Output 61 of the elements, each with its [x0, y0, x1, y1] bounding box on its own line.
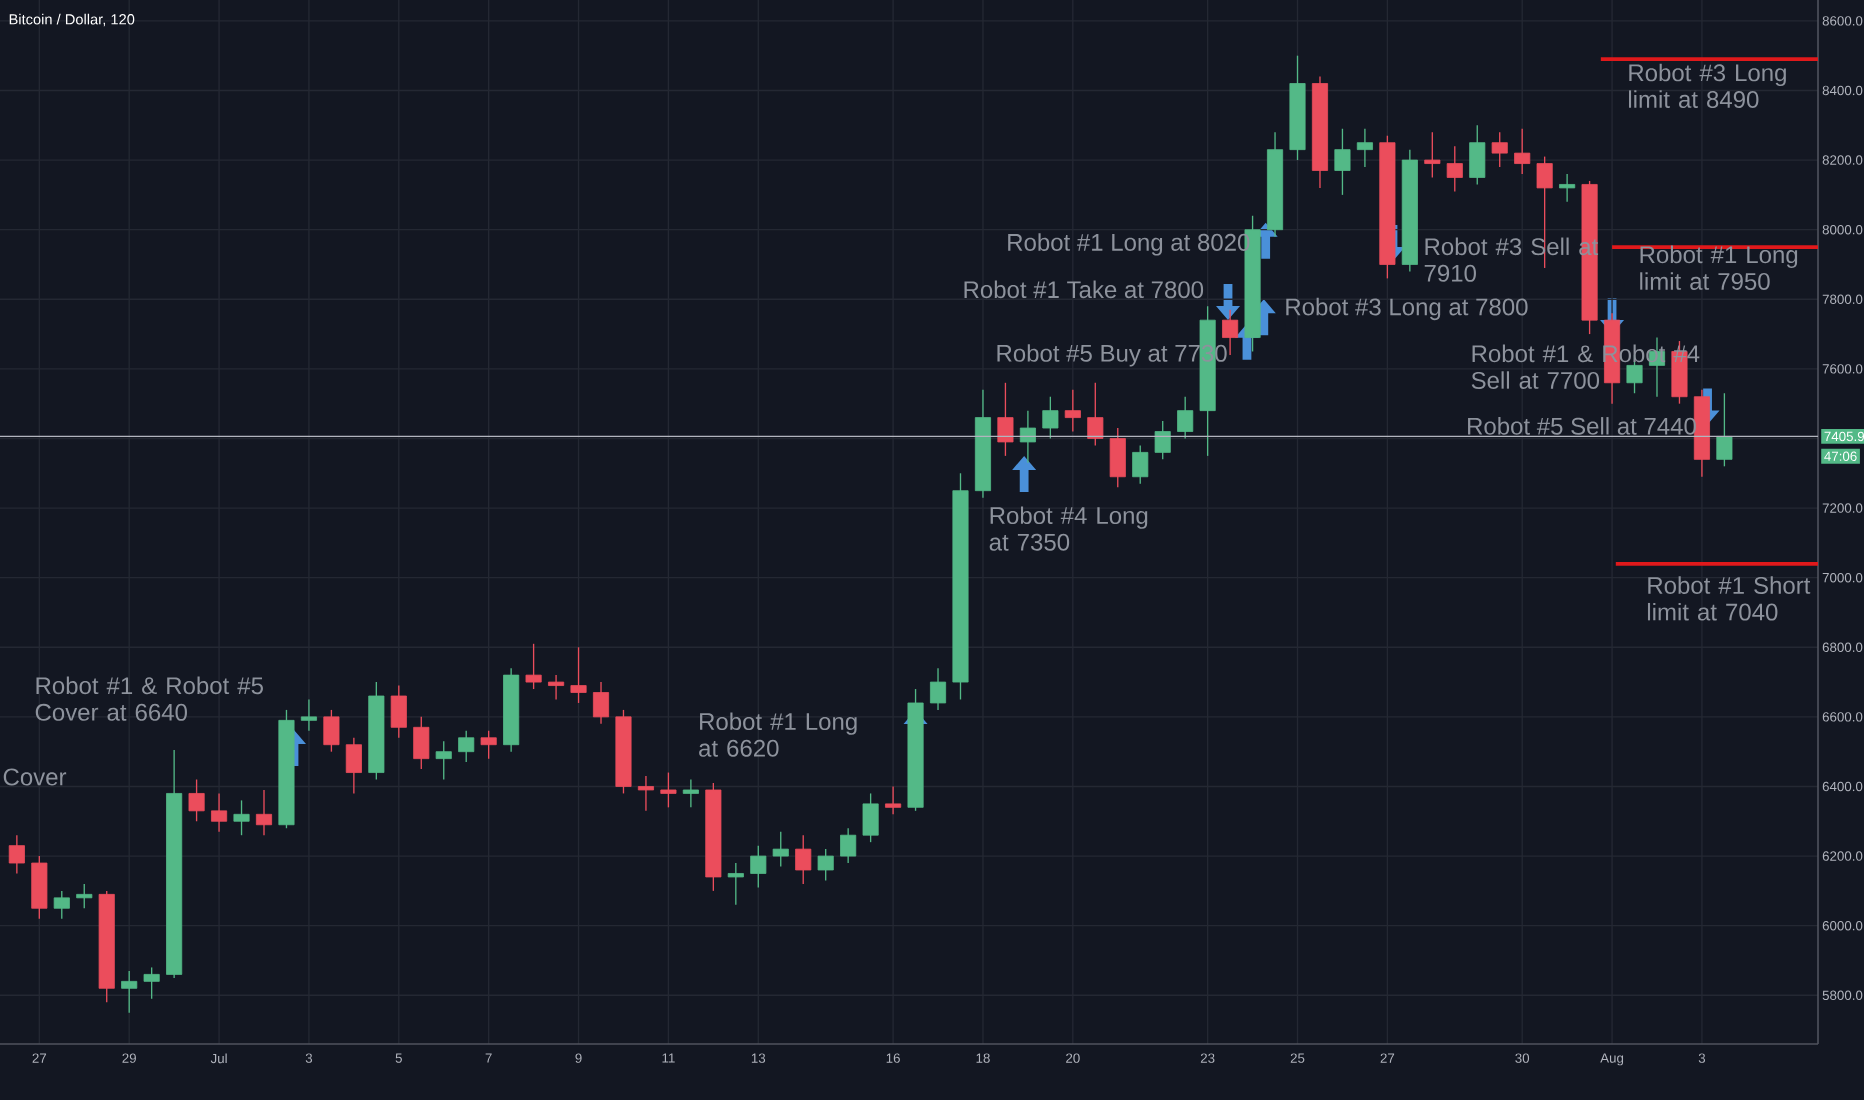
candlestick	[997, 382, 1014, 457]
candlestick	[1042, 396, 1059, 440]
candlestick	[1446, 145, 1463, 193]
annotation: Robot #1 Take at 7800	[964, 280, 1204, 299]
candlestick	[121, 970, 138, 1014]
candlestick	[211, 792, 228, 833]
candlestick	[1559, 173, 1576, 203]
candlestick	[548, 674, 565, 701]
candlestick	[233, 799, 250, 836]
candlestick	[1356, 128, 1373, 168]
candlestick	[435, 740, 452, 781]
candlestick	[143, 966, 160, 1000]
candlestick	[750, 844, 767, 889]
annotation: Robot #3 Long limit at 8490	[1628, 63, 1786, 108]
candlestick	[1064, 389, 1081, 433]
candlestick	[840, 827, 857, 864]
candlestick	[525, 643, 542, 690]
candlestick	[682, 778, 699, 809]
annotation: Robot #1 Short limit at 7040	[1647, 576, 1811, 621]
candlestick	[255, 789, 273, 836]
annotation: Robot #3 Long at 7800	[1286, 297, 1528, 321]
candlestick	[1491, 131, 1508, 168]
candlestick	[929, 667, 947, 711]
candlestick	[885, 785, 902, 815]
candlestick	[1716, 392, 1733, 467]
candlestick	[1514, 128, 1531, 175]
candlestick	[1132, 444, 1149, 485]
candlestick	[570, 646, 587, 704]
annotation: Robot #1 Long limit at 7950	[1640, 245, 1798, 290]
candlestick	[323, 709, 340, 753]
candlestick	[480, 730, 497, 760]
candlestick	[1154, 420, 1171, 461]
candlestick	[458, 730, 475, 763]
candlestick	[188, 778, 205, 822]
candlestick	[1177, 396, 1194, 440]
candlestick	[345, 737, 362, 795]
candlestick	[862, 792, 879, 843]
candlestick	[1424, 131, 1441, 179]
candlestick	[8, 834, 25, 875]
candlestick	[817, 848, 834, 882]
candlestick	[727, 862, 744, 906]
annotation: Robot #1 Long at 6620	[699, 712, 857, 757]
candlestick	[1087, 382, 1104, 447]
candlestick	[660, 771, 677, 809]
candlestick	[76, 883, 93, 909]
annotation: Cover	[3, 768, 67, 786]
candlestick	[1109, 427, 1126, 488]
candlestick	[1469, 124, 1486, 186]
candlestick	[413, 716, 430, 770]
candlestick	[795, 834, 812, 885]
candlestick	[300, 698, 317, 732]
candlestick	[637, 775, 654, 812]
candlestick	[390, 684, 407, 739]
annotation: Robot #1 & Robot #5 Cover at 6640	[35, 676, 263, 721]
candlestick	[53, 890, 70, 920]
candlestick	[1334, 128, 1351, 196]
candlestick	[31, 855, 48, 920]
annotation: Robot #4 Long at 7350	[989, 506, 1148, 551]
candlestick	[1019, 409, 1036, 464]
candlestick	[772, 831, 789, 868]
candlestick	[592, 681, 610, 725]
